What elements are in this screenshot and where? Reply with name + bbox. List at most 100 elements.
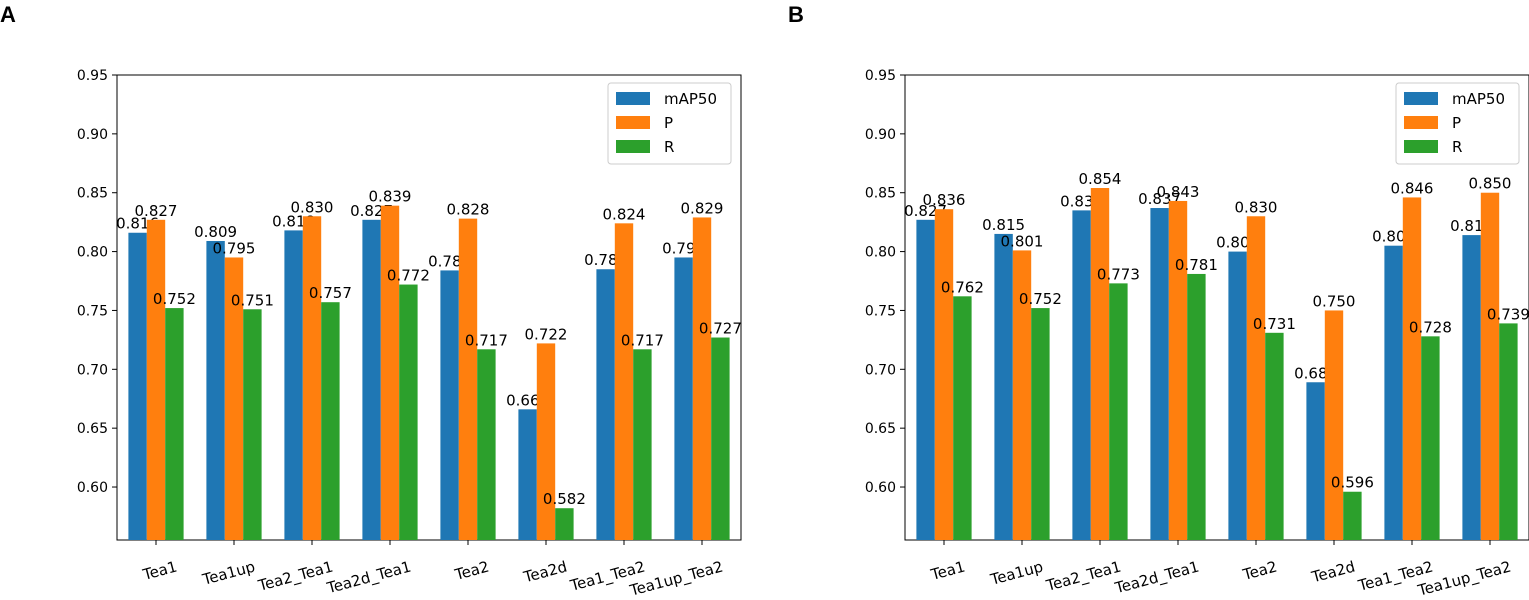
bar-b-r-4 — [1265, 332, 1284, 540]
bar-a-r-0 — [165, 308, 184, 540]
y-tick-label-b-0: 0.60 — [865, 480, 896, 496]
bar-b-map50-2 — [1072, 210, 1091, 540]
bar-b-p-2 — [1090, 188, 1110, 540]
bar-b-map50-7 — [1462, 235, 1481, 541]
bar-b-p-3 — [1168, 200, 1188, 540]
data-label-b-r-7: 0.739 — [1487, 305, 1529, 323]
bar-b-p-4 — [1246, 216, 1266, 541]
bar-b-r-6 — [1421, 336, 1440, 540]
legend-label-b-r: R — [1452, 138, 1462, 156]
data-label-a-p-7: 0.829 — [681, 199, 724, 217]
bar-a-map50-0 — [128, 232, 147, 541]
bar-a-r-4 — [477, 349, 496, 540]
y-tick-label-b-3: 0.75 — [865, 303, 896, 319]
bar-b-map50-1 — [994, 233, 1013, 540]
legend-swatch-b-r — [1404, 140, 1438, 153]
data-label-b-p-3: 0.843 — [1157, 183, 1200, 201]
bar-b-map50-5 — [1306, 382, 1325, 540]
data-label-a-r-0: 0.752 — [153, 290, 196, 308]
data-label-a-r-3: 0.772 — [387, 267, 430, 285]
bar-a-p-2 — [302, 216, 322, 541]
data-label-a-r-7: 0.727 — [699, 320, 742, 338]
bar-b-r-5 — [1343, 491, 1362, 540]
x-tick-label-b-3: Tea2d_Tea1 — [1112, 557, 1201, 598]
y-tick-label-a-4: 0.80 — [77, 245, 108, 261]
data-label-b-p-1: 0.801 — [1001, 232, 1044, 250]
bar-b-map50-6 — [1384, 245, 1403, 540]
y-tick-label-b-7: 0.95 — [865, 68, 896, 84]
bar-b-r-1 — [1031, 308, 1050, 540]
x-tick-label-a-5: Tea2d — [521, 557, 569, 586]
data-label-b-p-5: 0.750 — [1313, 292, 1356, 310]
legend-label-b-p: P — [1452, 114, 1461, 132]
bar-b-r-3 — [1187, 273, 1206, 540]
bar-a-r-1 — [243, 309, 262, 540]
data-label-b-p-7: 0.850 — [1469, 175, 1512, 193]
panel-letter-b: B — [788, 2, 804, 27]
y-tick-label-a-2: 0.70 — [77, 362, 108, 378]
y-tick-label-a-5: 0.85 — [77, 186, 108, 202]
legend-label-a-map50: mAP50 — [664, 90, 717, 108]
data-label-a-r-2: 0.757 — [309, 284, 352, 302]
axes-frame-a — [116, 74, 742, 541]
data-label-b-p-4: 0.830 — [1235, 198, 1278, 216]
data-label-b-map50-1: 0.815 — [982, 216, 1025, 234]
bar-a-r-6 — [633, 349, 652, 540]
data-label-b-p-6: 0.846 — [1391, 179, 1434, 197]
data-label-a-r-4: 0.717 — [465, 331, 508, 349]
bar-a-p-1 — [224, 257, 244, 540]
data-label-a-p-2: 0.830 — [291, 198, 334, 216]
data-label-b-r-2: 0.773 — [1097, 265, 1140, 283]
data-label-a-p-1: 0.795 — [213, 239, 256, 257]
legend-swatch-b-map50 — [1404, 92, 1438, 105]
y-tick-label-a-7: 0.95 — [77, 68, 108, 84]
x-tick-label-b-2: Tea2_Tea1 — [1043, 557, 1123, 595]
bar-a-p-7 — [692, 217, 712, 540]
data-label-a-p-6: 0.824 — [603, 205, 646, 223]
bar-a-map50-6 — [596, 269, 615, 540]
legend-swatch-a-r — [616, 140, 650, 153]
y-tick-label-b-2: 0.70 — [865, 362, 896, 378]
y-tick-label-a-6: 0.90 — [77, 127, 108, 143]
bar-b-r-7 — [1499, 323, 1518, 540]
bar-b-map50-4 — [1228, 251, 1247, 540]
bar-b-r-0 — [953, 296, 972, 540]
bar-b-p-0 — [934, 209, 954, 541]
bar-a-map50-7 — [674, 257, 693, 540]
data-label-a-map50-1: 0.809 — [194, 223, 237, 241]
y-tick-label-b-6: 0.90 — [865, 127, 896, 143]
data-label-b-p-2: 0.854 — [1079, 170, 1122, 188]
x-tick-label-a-3: Tea2d_Tea1 — [324, 557, 413, 598]
bar-b-p-5 — [1324, 310, 1344, 540]
data-label-a-p-4: 0.828 — [447, 201, 490, 219]
y-tick-label-a-3: 0.75 — [77, 303, 108, 319]
panel-letter-a: A — [0, 2, 16, 27]
legend-swatch-a-p — [616, 116, 650, 129]
data-label-b-r-0: 0.762 — [941, 278, 984, 296]
bar-a-p-5 — [536, 343, 556, 540]
data-label-a-r-6: 0.717 — [621, 331, 664, 349]
bar-b-map50-0 — [916, 219, 935, 540]
legend-swatch-b-p — [1404, 116, 1438, 129]
data-label-a-r-1: 0.751 — [231, 291, 274, 309]
data-label-b-p-0: 0.836 — [923, 191, 966, 209]
data-label-b-r-4: 0.731 — [1253, 315, 1296, 333]
y-tick-label-a-1: 0.65 — [77, 421, 108, 437]
x-tick-label-b-5: Tea2d — [1309, 557, 1357, 586]
bar-a-p-6 — [614, 223, 634, 541]
data-label-b-r-1: 0.752 — [1019, 290, 1062, 308]
bar-b-p-7 — [1480, 192, 1500, 541]
x-tick-label-b-1: Tea1up — [988, 557, 1045, 589]
y-tick-label-b-4: 0.80 — [865, 245, 896, 261]
y-tick-label-b-5: 0.85 — [865, 186, 896, 202]
x-tick-label-a-2: Tea2_Tea1 — [255, 557, 335, 595]
data-label-a-p-5: 0.722 — [525, 325, 568, 343]
bar-a-p-0 — [146, 219, 166, 540]
y-tick-label-a-0: 0.60 — [77, 480, 108, 496]
data-label-b-r-6: 0.728 — [1409, 318, 1452, 336]
x-tick-label-b-4: Tea2 — [1240, 557, 1279, 584]
data-label-a-p-3: 0.839 — [369, 188, 412, 206]
legend-label-b-map50: mAP50 — [1452, 90, 1505, 108]
x-tick-label-a-4: Tea2 — [452, 557, 491, 584]
